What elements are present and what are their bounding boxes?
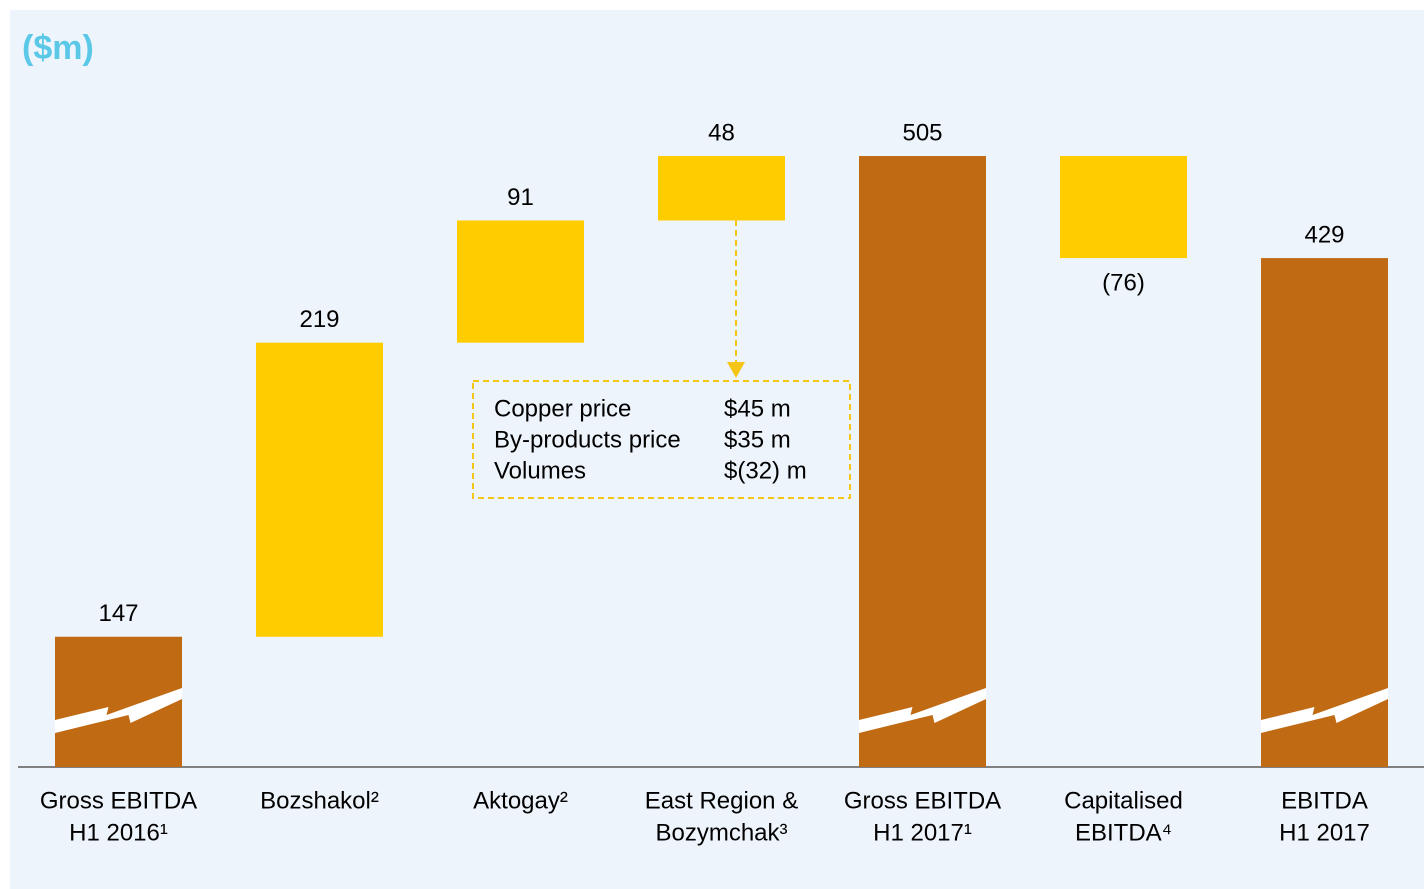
bar <box>457 220 584 343</box>
x-tick-label: Bozshakol² <box>260 787 379 814</box>
annotation-box <box>472 380 851 499</box>
annotation-label: Copper price <box>494 395 631 422</box>
x-tick-label: H1 2017 <box>1279 819 1370 846</box>
annotation-value: $45 m <box>724 395 791 422</box>
x-tick-label: EBITDA <box>1281 787 1368 814</box>
bar <box>256 342 383 637</box>
annotation-label: By-products price <box>494 426 681 453</box>
value-label: (76) <box>1102 269 1145 296</box>
value-label: 429 <box>1304 221 1344 248</box>
x-tick-label: H1 2016¹ <box>69 819 168 846</box>
x-tick-label: EBITDA⁴ <box>1075 819 1172 846</box>
annotation-value: $(32) m <box>724 457 807 484</box>
chart-title: ($m) <box>22 29 94 67</box>
bar <box>1261 258 1388 767</box>
x-tick-label: Gross EBITDA <box>844 787 1001 814</box>
axis-break <box>859 688 986 733</box>
x-tick-label: Aktogay² <box>473 787 568 814</box>
axis-break <box>55 688 182 733</box>
value-label: 219 <box>299 306 339 333</box>
x-tick-label: H1 2017¹ <box>873 819 972 846</box>
x-tick-label: Capitalised <box>1064 787 1183 814</box>
x-tick-label: Bozymchak³ <box>655 819 787 846</box>
bar <box>859 156 986 767</box>
axis-break <box>1261 688 1388 733</box>
annotation-value: $35 m <box>724 426 791 453</box>
x-tick-label: East Region & <box>645 787 798 814</box>
x-tick-label: Gross EBITDA <box>40 787 197 814</box>
annotation-label: Volumes <box>494 457 586 484</box>
bar <box>1060 156 1187 259</box>
arrow-head <box>727 362 745 378</box>
bar <box>658 156 785 221</box>
value-label: 147 <box>98 600 138 627</box>
value-label: 91 <box>507 184 534 211</box>
value-label: 505 <box>902 119 942 146</box>
value-label: 48 <box>708 119 735 146</box>
